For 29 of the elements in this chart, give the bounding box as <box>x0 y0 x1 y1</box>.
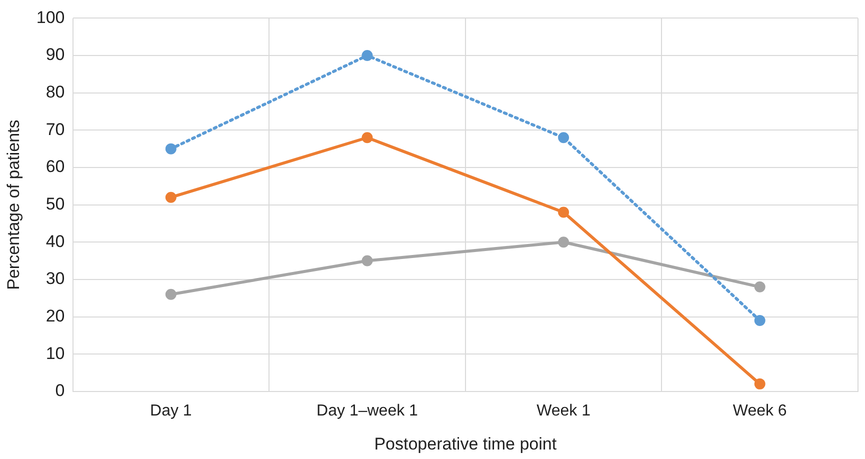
point <box>362 255 373 266</box>
point <box>165 192 176 203</box>
x-tick-label: Day 1–week 1 <box>316 402 418 420</box>
y-tick-label: 40 <box>46 232 65 251</box>
x-tick-label: Week 1 <box>536 402 591 420</box>
y-tick-label: 90 <box>46 45 65 64</box>
y-tick-label: 20 <box>46 306 65 326</box>
y-tick-label: 10 <box>46 344 65 363</box>
x-tick-label: Day 1 <box>150 402 192 420</box>
point <box>558 132 570 144</box>
point <box>754 314 766 326</box>
x-axis-title: Postoperative time point <box>374 434 557 454</box>
point <box>165 288 176 300</box>
y-tick-label: 60 <box>46 157 65 176</box>
y-tick-label: 80 <box>46 82 65 102</box>
point <box>754 378 766 390</box>
point <box>558 206 570 218</box>
point <box>362 132 373 144</box>
point <box>362 50 373 62</box>
x-tick-label: Week 6 <box>732 402 787 420</box>
y-tick-label: 100 <box>36 8 65 27</box>
y-tick-label: 0 <box>55 381 65 400</box>
y-axis-title: Percentage of patients <box>4 120 23 290</box>
y-tick-label: 50 <box>46 194 65 214</box>
point <box>754 281 766 292</box>
point <box>165 143 176 154</box>
y-tick-label: 30 <box>46 269 65 288</box>
point <box>558 236 570 248</box>
y-tick-label: 70 <box>46 120 65 139</box>
